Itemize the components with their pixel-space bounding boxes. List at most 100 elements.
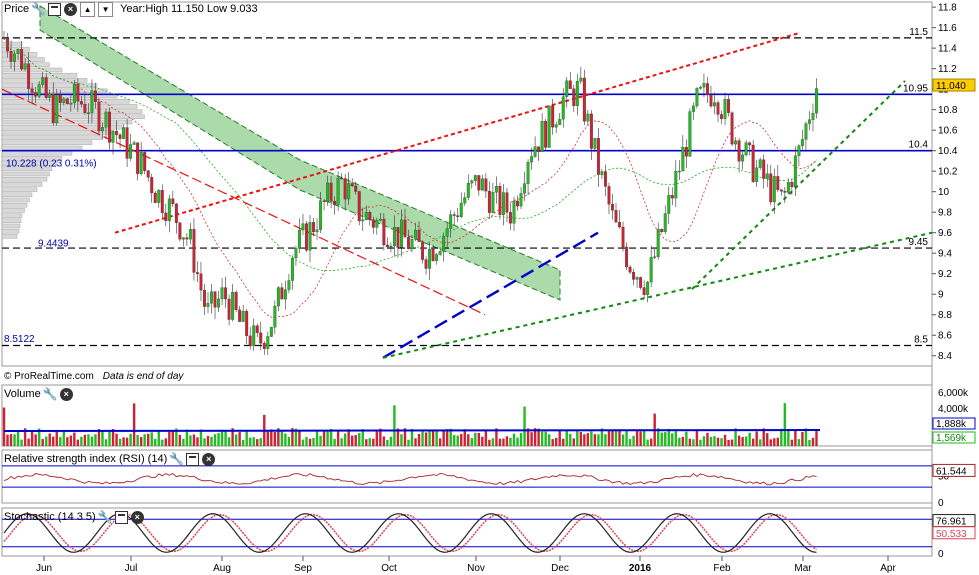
volume-bar <box>354 434 357 446</box>
volume-bar <box>667 428 670 446</box>
volume-profile-bar <box>1 135 103 140</box>
volume-bar <box>101 431 104 446</box>
candle-body <box>143 152 147 171</box>
candle-body <box>642 287 646 295</box>
volume-bar <box>674 431 677 446</box>
candle-body <box>544 121 548 148</box>
volume-header: Volume 🔧 × <box>4 387 73 401</box>
volume-bar <box>583 434 586 446</box>
volume-bar <box>569 434 572 446</box>
candle-body <box>579 77 583 82</box>
volume-profile-bar <box>1 46 30 52</box>
price-annotation: 9.4439 <box>38 239 69 250</box>
volume-bar <box>147 433 150 446</box>
candle-body <box>301 223 305 231</box>
x-tick-label: Oct <box>381 563 397 574</box>
wrench-icon[interactable]: 🔧 <box>42 387 58 401</box>
volume-profile-bar <box>1 166 53 172</box>
candle-body <box>136 142 140 174</box>
arrow-up-icon[interactable]: ▲ <box>80 1 96 17</box>
y-tick-label: 11.6 <box>938 23 957 34</box>
stoch-k-line <box>3 513 817 553</box>
volume-bar <box>512 433 516 446</box>
volume-bar <box>245 430 248 446</box>
wrench-icon[interactable]: 🔧 <box>31 2 47 16</box>
volume-bar <box>727 439 730 446</box>
candle-body <box>572 88 576 107</box>
volume-bar <box>48 433 51 446</box>
volume-bar <box>474 432 477 446</box>
candle-body <box>132 142 136 145</box>
volume-bar <box>646 439 649 446</box>
x-tick-label: Aug <box>213 563 231 574</box>
volume-profile-bar <box>1 109 143 114</box>
window-icon[interactable] <box>48 2 62 16</box>
volume-bar <box>639 431 642 446</box>
price-title: Price <box>4 3 30 15</box>
level-label: 9.45 <box>909 237 929 248</box>
window-icon[interactable] <box>114 510 128 524</box>
candle-body <box>160 190 164 214</box>
candle-body <box>431 248 435 261</box>
volume-bar <box>519 432 523 446</box>
volume-bar <box>45 436 48 446</box>
volume-bar <box>273 431 277 446</box>
volume-profile-bar <box>1 72 78 78</box>
window-icon[interactable] <box>186 452 200 466</box>
volume-bar <box>94 434 97 446</box>
volume-bar <box>336 431 340 446</box>
candle-body <box>290 257 294 281</box>
candle-body <box>463 197 467 204</box>
candle-body <box>245 311 249 337</box>
candle-body <box>146 170 150 178</box>
volume-bar <box>259 438 262 446</box>
volume-profile-bar <box>1 156 63 161</box>
volume-bar <box>270 429 273 446</box>
candle-body <box>357 191 361 222</box>
close-icon[interactable]: × <box>130 510 144 524</box>
volume-bar <box>118 438 122 446</box>
volume-bar <box>76 439 80 446</box>
close-icon[interactable]: × <box>202 452 216 466</box>
volume-bar <box>551 439 554 446</box>
volume-badge-1 <box>932 417 976 430</box>
candle-body <box>195 272 199 274</box>
volume-bar <box>298 429 301 446</box>
candle-body <box>280 287 284 300</box>
volume-bar <box>168 431 171 446</box>
volume-badge-label: 1,569k <box>936 433 967 444</box>
candle-body <box>217 298 221 308</box>
candle-body <box>55 94 59 124</box>
volume-profile-bar <box>1 140 93 146</box>
candle-body <box>670 195 674 199</box>
candle-body <box>428 248 432 269</box>
wrench-icon[interactable]: 🔧 <box>97 510 113 524</box>
volume-bar <box>688 438 692 446</box>
volume-bar <box>495 428 498 446</box>
y-tick-label: 10.4 <box>938 146 958 157</box>
candle-body <box>104 111 108 128</box>
candle-body <box>755 167 759 182</box>
candle-body <box>86 112 90 114</box>
volume-bar <box>284 433 287 446</box>
volume-bar <box>642 430 646 446</box>
volume-bar <box>540 431 544 446</box>
close-icon[interactable]: × <box>59 387 73 401</box>
volume-bar <box>414 438 417 446</box>
candle-body <box>607 186 611 205</box>
volume-bar <box>435 430 438 446</box>
candle-body <box>410 239 414 249</box>
close-icon[interactable]: × <box>64 2 78 16</box>
volume-bar <box>59 437 62 446</box>
volume-bar <box>358 433 361 446</box>
price-header: Price 🔧 × ▲ ▼ Year:High 11.150 Low 9.033 <box>4 1 258 17</box>
candle-body <box>44 77 48 98</box>
wrench-icon[interactable]: 🔧 <box>169 452 185 466</box>
candle-body <box>108 111 111 143</box>
arrow-down-icon[interactable]: ▼ <box>98 1 114 17</box>
volume-bar <box>533 428 537 446</box>
volume-bar <box>442 430 445 446</box>
candle-body <box>199 273 203 291</box>
volume-profile-bar <box>1 150 73 156</box>
volume-bar <box>41 438 44 446</box>
